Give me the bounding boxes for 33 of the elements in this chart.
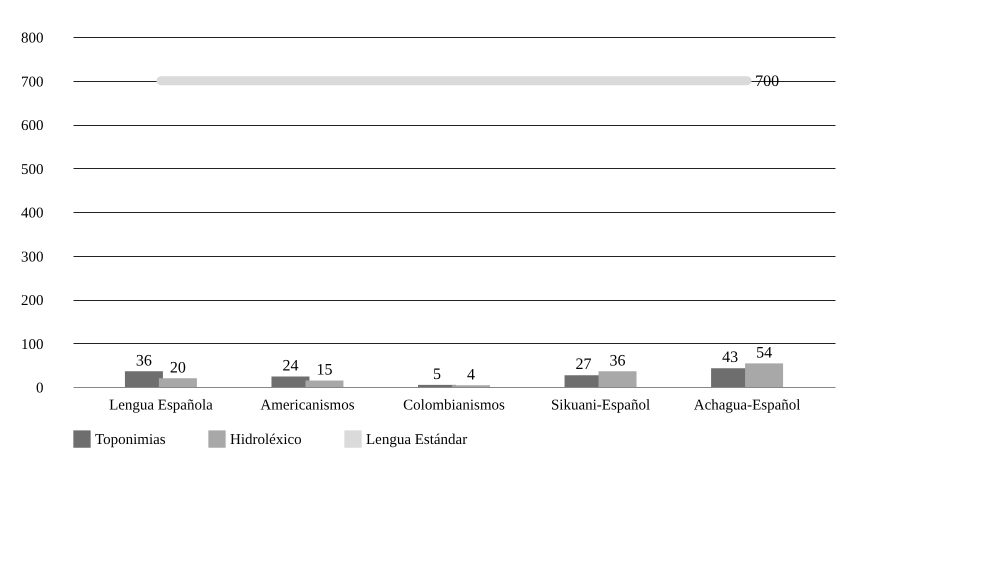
x-tick-label: Colombianismos xyxy=(403,398,505,414)
data-label: 27 xyxy=(576,356,592,374)
bar xyxy=(745,363,784,387)
bar xyxy=(305,380,344,387)
bar xyxy=(598,371,637,387)
y-tick-label: 600 xyxy=(21,118,44,134)
y-tick-label: 300 xyxy=(21,249,44,266)
y-tick-label: 200 xyxy=(21,293,44,309)
legend-label: Toponimias xyxy=(95,432,166,448)
bar xyxy=(124,371,163,387)
y-tick-label: 100 xyxy=(21,336,44,353)
legend-label: Hidroléxico xyxy=(230,432,302,448)
x-tick-label: Americanismos xyxy=(260,398,355,414)
x-tick-label: Sikuani-Español xyxy=(550,398,650,414)
data-label: 5 xyxy=(433,366,442,383)
y-tick-label: 400 xyxy=(21,206,44,222)
data-label: 4 xyxy=(466,366,475,384)
y-tick-label: 800 xyxy=(21,30,44,46)
data-label: 54 xyxy=(756,344,772,362)
data-label: 36 xyxy=(136,352,152,370)
bar xyxy=(158,378,197,387)
y-tick-label: 700 xyxy=(21,74,44,90)
data-label: 15 xyxy=(316,361,332,378)
legend-label: Lengua Estándar xyxy=(366,432,468,448)
data-label: 36 xyxy=(610,352,626,370)
data-label: 43 xyxy=(722,349,738,366)
x-tick-label: Achagua-Español xyxy=(694,398,800,414)
data-label: 20 xyxy=(170,359,186,376)
data-label: 24 xyxy=(282,358,298,374)
x-tick-label: Lengua Española xyxy=(109,398,214,414)
bar xyxy=(271,376,310,387)
y-tick-label: 0 xyxy=(36,380,44,396)
y-tick-label: 500 xyxy=(21,162,44,178)
